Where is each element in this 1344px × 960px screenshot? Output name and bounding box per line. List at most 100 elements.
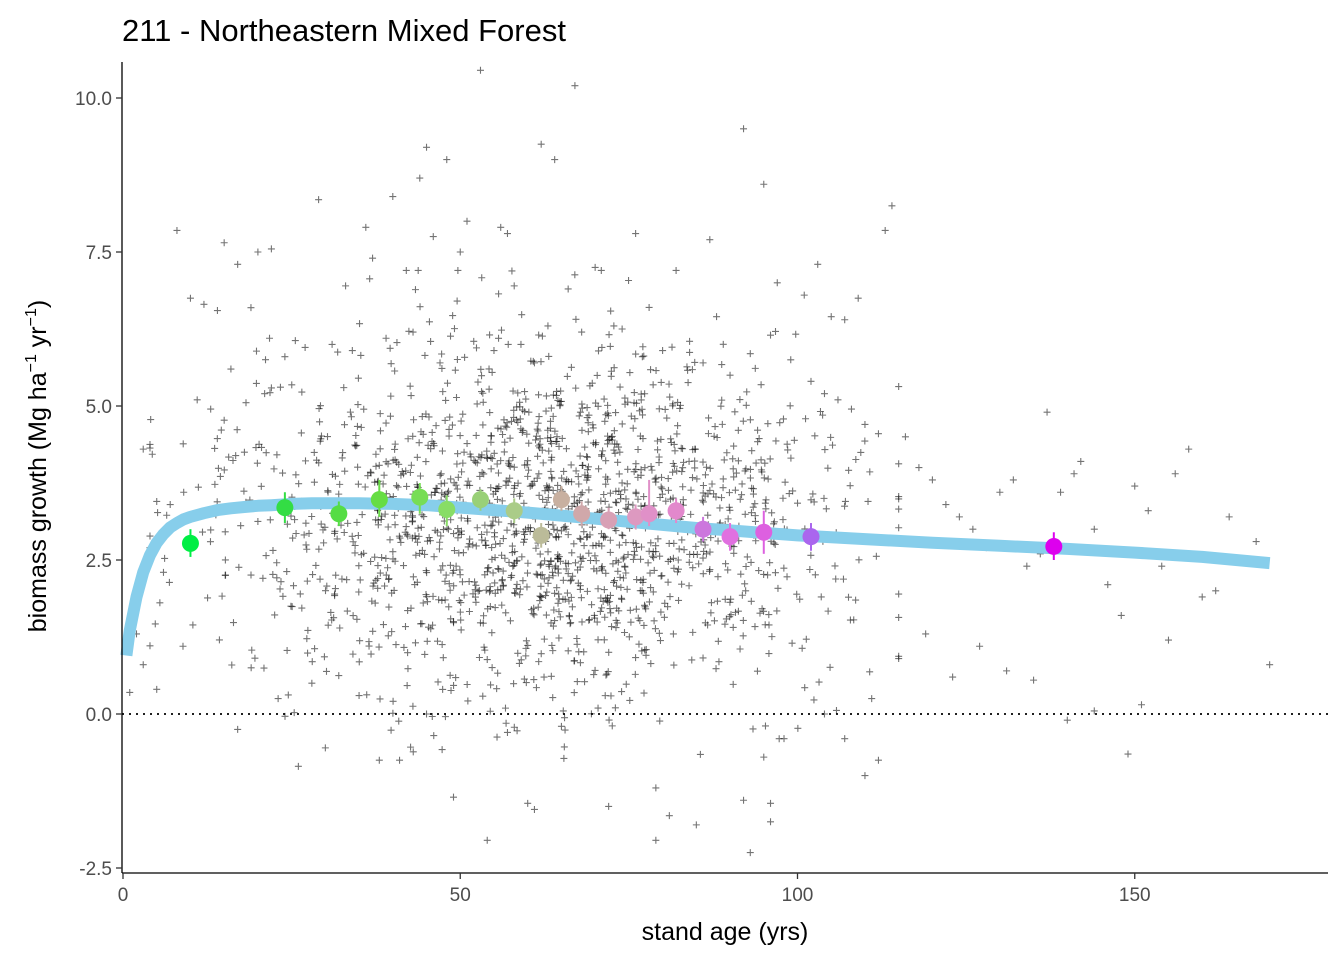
scatter-point (232, 452, 240, 460)
scatter-point (430, 439, 438, 447)
scatter-point (252, 347, 260, 355)
scatter-point (585, 616, 593, 624)
scatter-point (289, 534, 297, 542)
scatter-point (392, 641, 400, 649)
scatter-point (678, 580, 686, 588)
scatter-point (547, 672, 555, 680)
scatter-point (234, 725, 242, 733)
scatter-point (701, 471, 709, 479)
scatter-point (729, 465, 737, 473)
scatter-point (476, 66, 484, 74)
scatter-point (637, 390, 645, 398)
scatter-point (429, 592, 437, 600)
scatter-point (610, 446, 618, 454)
scatter-point (731, 486, 739, 494)
scatter-point (421, 550, 429, 558)
scatter-point (412, 551, 420, 559)
scatter-point (670, 440, 678, 448)
scatter-point (510, 484, 518, 492)
scatter-point (416, 303, 424, 311)
scatter-point (710, 432, 718, 440)
scatter-point (580, 528, 588, 536)
scatter-point (397, 538, 405, 546)
scatter-point (549, 694, 557, 702)
scatter-point (379, 621, 387, 629)
scatter-point (400, 562, 408, 570)
scatter-point (773, 607, 781, 615)
scatter-point (274, 695, 282, 703)
scatter-point (638, 353, 646, 361)
scatter-point (657, 483, 665, 491)
scatter-point (423, 598, 431, 606)
scatter-point (450, 530, 458, 538)
scatter-point (740, 125, 748, 133)
scatter-point (969, 525, 977, 533)
scatter-point (310, 448, 318, 456)
scatter-point (472, 542, 480, 550)
scatter-point (406, 382, 414, 390)
scatter-point (503, 419, 511, 427)
scatter-point (704, 430, 712, 438)
scatter-point (363, 691, 371, 699)
scatter-point (401, 528, 409, 536)
scatter-point (590, 671, 598, 679)
scatter-point (545, 447, 553, 455)
scatter-point (664, 486, 672, 494)
scatter-point (409, 748, 417, 756)
scatter-point (656, 552, 664, 560)
scatter-point (460, 448, 468, 456)
scatter-point (441, 479, 449, 487)
scatter-point (349, 538, 357, 546)
scatter-point (564, 531, 572, 539)
scatter-point (542, 392, 550, 400)
scatter-point (464, 543, 472, 551)
scatter-point (494, 469, 502, 477)
scatter-point (612, 409, 620, 417)
scatter-point (411, 286, 419, 294)
scatter-point (734, 426, 742, 434)
scatter-point (583, 587, 591, 595)
scatter-point (776, 419, 784, 427)
scatter-point (604, 475, 612, 483)
scatter-point (270, 465, 278, 473)
scatter-point (563, 589, 571, 597)
scatter-point (388, 589, 396, 597)
scatter-point (159, 568, 167, 576)
scatter-point (173, 226, 181, 234)
scatter-point (874, 756, 882, 764)
scatter-point (549, 391, 557, 399)
scatter-point (768, 633, 776, 641)
scatter-point (589, 424, 597, 432)
scatter-point (645, 303, 653, 311)
scatter-point (762, 496, 770, 504)
scatter-point (586, 531, 594, 539)
scatter-point (644, 559, 652, 567)
scatter-point (743, 388, 751, 396)
scatter-point (629, 424, 637, 432)
scatter-point (524, 569, 532, 577)
scatter-point (1117, 611, 1125, 619)
scatter-point (668, 343, 676, 351)
scatter-point (369, 582, 377, 590)
scatter-point (554, 396, 562, 404)
binned-means-layer (181, 479, 1063, 560)
scatter-point (394, 483, 402, 491)
scatter-point (585, 616, 593, 624)
scatter-point (780, 564, 788, 572)
scatter-point (635, 640, 643, 648)
scatter-point (266, 516, 274, 524)
scatter-point (557, 722, 565, 730)
y-axis-title-sup2: −1 (23, 308, 40, 326)
scatter-point (504, 459, 512, 467)
scatter-point (524, 559, 532, 567)
scatter-point (572, 467, 580, 475)
scatter-point (656, 637, 664, 645)
scatter-point (554, 551, 562, 559)
scatter-point (355, 658, 363, 666)
scatter-point (667, 435, 675, 443)
scatter-point (647, 660, 655, 668)
scatter-point (758, 605, 766, 613)
scatter-point (594, 347, 602, 355)
scatter-point (604, 436, 612, 444)
scatter-point (605, 331, 613, 339)
